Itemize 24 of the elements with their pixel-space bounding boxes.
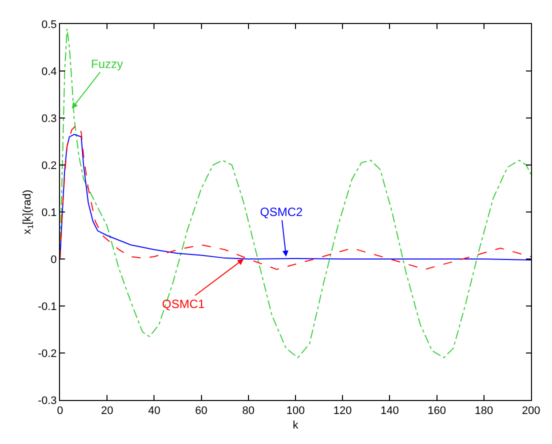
x-tick-label: 80 [242,405,255,418]
x-tick-label: 20 [100,405,114,418]
y-tick-label: 0.4 [42,66,57,78]
y-tick-label: 0.1 [42,206,57,219]
y-tick-label: 0.5 [42,18,57,31]
line-series [60,28,531,358]
x-tick-label: 160 [428,405,446,418]
y-tick-label: -0.3 [38,394,57,407]
annotation: QSMC1 [162,297,205,311]
annotation: Fuzzy [91,57,124,71]
x-tick-label: 40 [148,405,160,418]
x-axis-title: k [292,419,299,432]
y-tick-label: 0.3 [42,112,57,125]
x-tick-label: 140 [380,405,399,418]
y-tick-label: -0.2 [38,348,57,360]
x-tick-label: 120 [333,405,352,418]
x-tick-label: 100 [286,405,305,418]
annotation: QSMC2 [260,205,303,219]
y-tick-label: -0.1 [38,300,57,313]
x-tick-label: 60 [195,405,208,418]
y-tick-label: 0 [50,254,57,266]
y-tick-label: 0.2 [42,160,57,172]
x-tick-label: 180 [474,405,494,418]
x-tick-label: 200 [522,405,540,418]
